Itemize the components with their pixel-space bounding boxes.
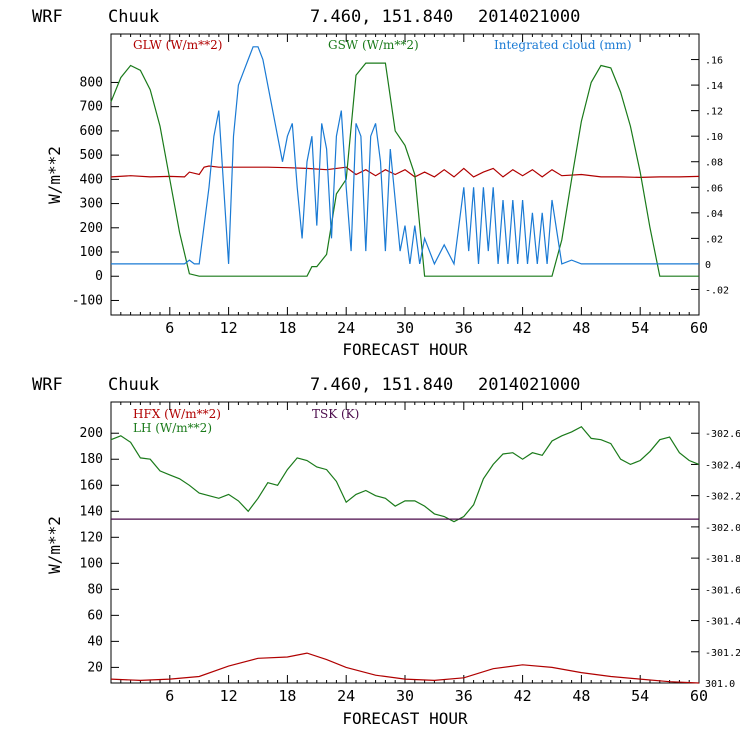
- bottom-x-tick-label: 24: [337, 687, 355, 705]
- top-x-tick-label: 48: [572, 319, 590, 337]
- top-y-tick-label: -100: [72, 293, 103, 308]
- bottom-y-tick-label: 140: [80, 504, 103, 519]
- top-ticks: 6 12 18 24 30 36 42 48 54 60 -100 0 100 200 300 400 500 6…: [72, 34, 729, 337]
- bottom-legend-tsk: TSK (K): [312, 407, 359, 421]
- bottom-y-tick-label: 20: [87, 660, 103, 675]
- bottom-x-tick-label: 30: [396, 687, 414, 705]
- bottom-y-tick-label: 100: [80, 556, 103, 571]
- bottom-header-model: WRF: [32, 375, 63, 395]
- bottom-legend-lh: LH (W/m**2): [133, 421, 212, 435]
- top-y2-tick-label: .10: [705, 132, 723, 143]
- bottom-y-tick-label: 80: [87, 582, 103, 597]
- bottom-y-tick-label: 60: [87, 608, 103, 623]
- top-y2-tick-label: .06: [705, 183, 723, 194]
- bottom-x-tick-label: 60: [690, 687, 708, 705]
- top-y2-tick-label: .16: [705, 56, 723, 67]
- top-y-tick-label: 0: [95, 269, 103, 284]
- top-y-tick-label: 700: [80, 100, 103, 115]
- bottom-y2-tick-label: -302.4: [705, 460, 740, 471]
- top-panel: WRF Chuuk 7.460, 151.840 2014021000 GLW …: [32, 7, 729, 359]
- top-x-tick-label: 12: [220, 319, 238, 337]
- top-y-tick-label: 300: [80, 197, 103, 212]
- bottom-y-tick-label: 180: [80, 452, 103, 467]
- top-y2-tick-label: .04: [705, 209, 723, 220]
- top-header-coords: 7.460, 151.840: [310, 7, 453, 27]
- top-y-tick-label: 400: [80, 172, 103, 187]
- bottom-series: [110, 425, 700, 684]
- top-x-tick-label: 24: [337, 319, 355, 337]
- bottom-header-coords: 7.460, 151.840: [310, 375, 453, 395]
- top-y2-tick-label: -.02: [705, 285, 729, 296]
- bottom-x-tick-label: 12: [220, 687, 238, 705]
- bottom-y2-tick-label: -301.6: [705, 585, 740, 596]
- top-legend-cloud: Integrated cloud (mm): [494, 38, 632, 52]
- top-y2-tick-label: .02: [705, 234, 723, 245]
- top-y2-tick-label: .14: [705, 81, 723, 92]
- top-series: [110, 46, 700, 277]
- top-x-tick-label: 54: [631, 319, 649, 337]
- top-legend-glw: GLW (W/m**2): [133, 38, 222, 52]
- bottom-x-axis-label: FORECAST HOUR: [342, 709, 468, 728]
- top-x-tick-label: 42: [514, 319, 532, 337]
- bottom-y2-tick-label: -301.2: [705, 648, 740, 659]
- bottom-legend-hfx: HFX (W/m**2): [133, 407, 221, 421]
- bottom-y-tick-label: 40: [87, 634, 103, 649]
- bottom-x-tick-label: 18: [278, 687, 296, 705]
- bottom-x-tick-label: 48: [572, 687, 590, 705]
- top-legend-gsw: GSW (W/m**2): [328, 38, 419, 52]
- bottom-header-station: Chuuk: [108, 375, 159, 395]
- bottom-y2-tick-label: -301.8: [705, 554, 740, 565]
- top-y-tick-label: 200: [80, 221, 103, 236]
- bottom-ticks: 6 12 18 24 30 36 42 48 54 60 20 40 60 80 100 120 140 160 1…: [80, 402, 740, 705]
- bottom-y-axis-label: W/m**2: [45, 516, 64, 574]
- top-x-tick-label: 6: [165, 319, 174, 337]
- top-x-axis-label: FORECAST HOUR: [342, 340, 468, 359]
- bottom-x-tick-label: 6: [165, 687, 174, 705]
- top-x-tick-label: 18: [278, 319, 296, 337]
- bottom-y2-tick-label: 301.0: [705, 679, 735, 690]
- bottom-y-tick-label: 120: [80, 530, 103, 545]
- top-y2-tick-label: .12: [705, 107, 723, 118]
- bottom-series-1-line: [110, 652, 700, 684]
- bottom-y2-tick-label: -301.4: [705, 617, 740, 628]
- bottom-x-tick-label: 54: [631, 687, 649, 705]
- top-y-axis-label: W/m**2: [45, 146, 64, 204]
- top-y-tick-label: 100: [80, 245, 103, 260]
- top-y-tick-label: 800: [80, 75, 103, 90]
- top-y2-tick-label: 0: [705, 260, 711, 271]
- bottom-y-tick-label: 160: [80, 478, 103, 493]
- bottom-x-tick-label: 36: [455, 687, 473, 705]
- top-x-tick-label: 30: [396, 319, 414, 337]
- top-series-1-line: [110, 165, 700, 179]
- top-header-station: Chuuk: [108, 7, 159, 27]
- top-y2-tick-label: .08: [705, 158, 723, 169]
- top-header-model: WRF: [32, 7, 63, 27]
- top-y-tick-label: 500: [80, 148, 103, 163]
- top-series-3-line: [111, 46, 699, 266]
- bottom-y-tick-label: 200: [80, 426, 103, 441]
- top-x-tick-label: 36: [455, 319, 473, 337]
- bottom-panel: WRF Chuuk 7.460, 151.840 2014021000 HFX …: [32, 375, 740, 728]
- top-y-tick-label: 600: [80, 124, 103, 139]
- top-x-tick-label: 60: [690, 319, 708, 337]
- bottom-series-2-line: [110, 425, 700, 523]
- bottom-x-tick-label: 42: [514, 687, 532, 705]
- top-series-2-line: [110, 62, 699, 277]
- bottom-y2-tick-label: -302.0: [705, 523, 740, 534]
- top-header-date: 2014021000: [478, 7, 580, 27]
- bottom-y2-tick-label: -302.2: [705, 492, 740, 503]
- bottom-header-date: 2014021000: [478, 375, 580, 395]
- bottom-y2-tick-label: -302.6: [705, 429, 740, 440]
